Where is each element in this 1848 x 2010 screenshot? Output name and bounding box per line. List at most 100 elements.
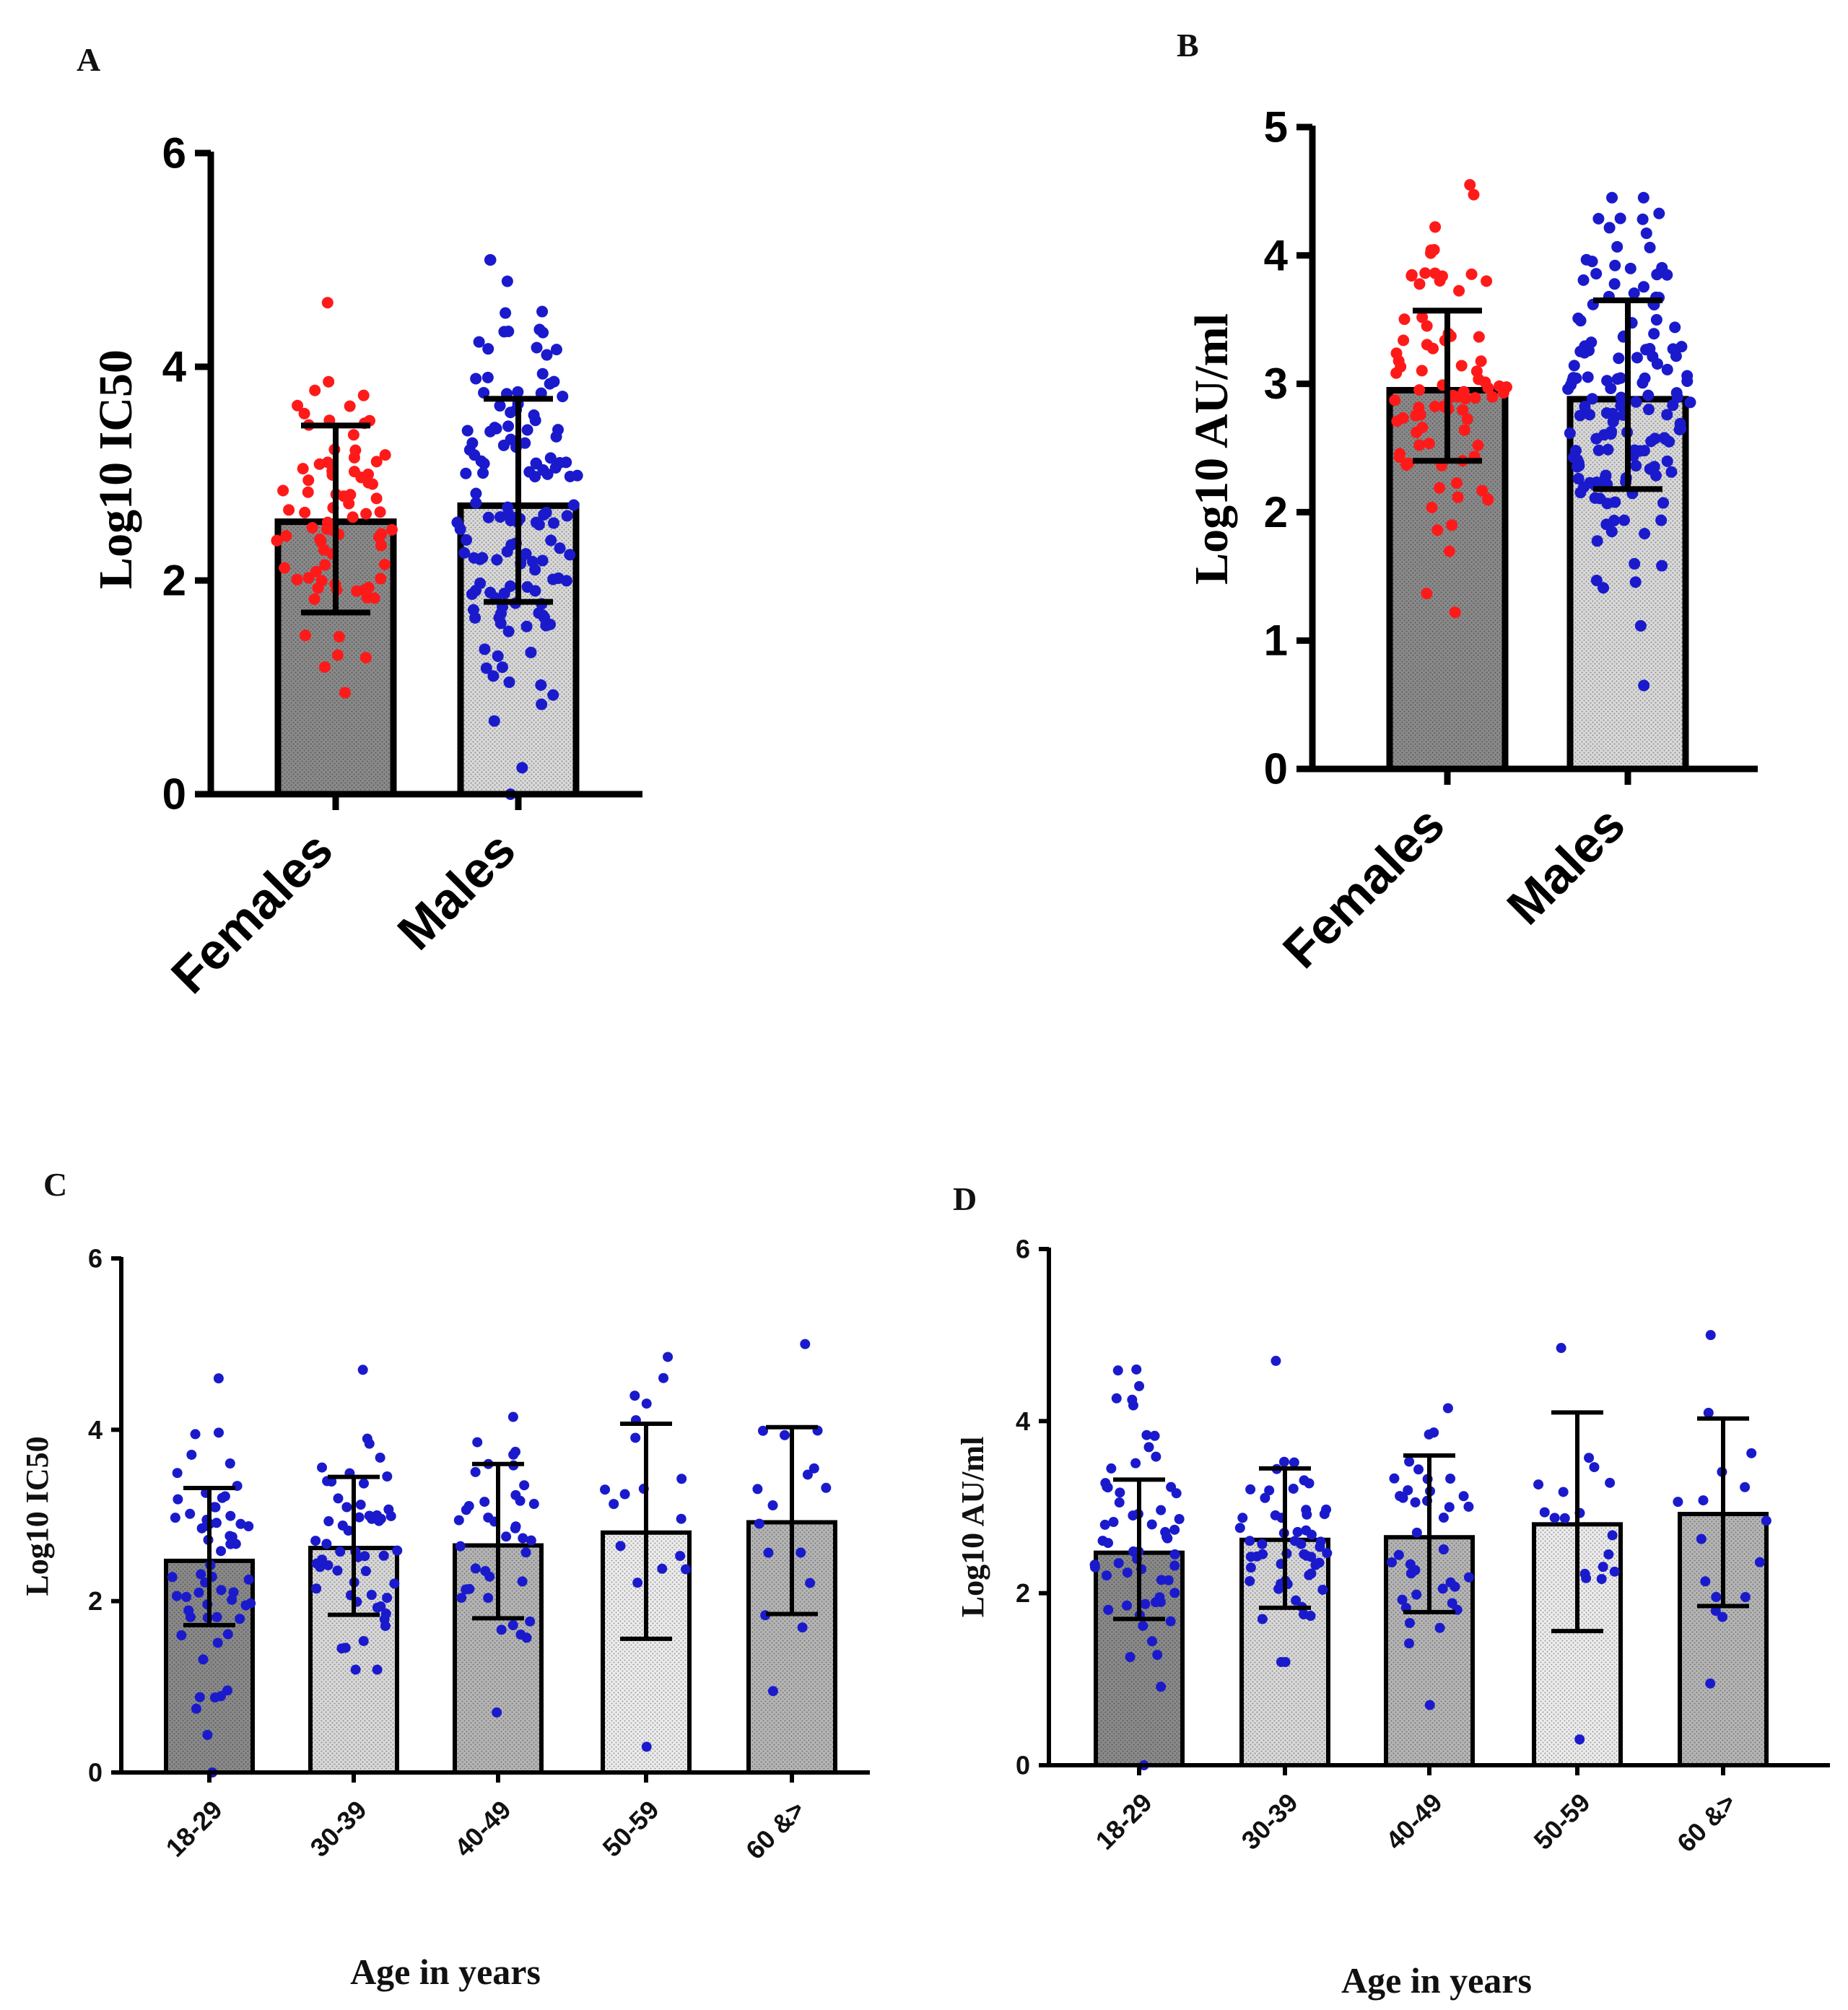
- data-point-d: [1146, 1636, 1157, 1647]
- data-point-d: [1156, 1681, 1167, 1692]
- data-point-b: [1670, 350, 1682, 362]
- data-point-a: [502, 625, 515, 638]
- data-point-a: [531, 341, 543, 354]
- data-point-b: [1634, 619, 1647, 632]
- y-tick-label-a-1: 2: [162, 557, 186, 605]
- data-point-d: [1754, 1557, 1765, 1567]
- data-point-c: [518, 1533, 528, 1544]
- data-point-a: [321, 297, 334, 309]
- data-point-a: [547, 689, 559, 701]
- data-point-a: [370, 492, 383, 505]
- data-point-c: [763, 1547, 774, 1558]
- data-point-c: [364, 1510, 375, 1521]
- data-point-d: [1149, 1430, 1160, 1441]
- x-category-label-c-4: 60 &>: [740, 1795, 811, 1866]
- data-point-a: [362, 581, 375, 593]
- data-point-c: [212, 1637, 223, 1648]
- data-point-c: [185, 1611, 196, 1622]
- data-point-a: [477, 467, 489, 479]
- data-point-a: [309, 384, 321, 396]
- data-point-a: [494, 400, 506, 412]
- data-point-a: [470, 373, 482, 385]
- data-point-b: [1461, 413, 1473, 425]
- data-point-c: [676, 1513, 687, 1524]
- data-point-a: [496, 661, 508, 674]
- data-point-b: [1590, 268, 1603, 280]
- data-point-b: [1421, 588, 1433, 600]
- data-point-b: [1500, 381, 1512, 393]
- y-tick-label-b-1: 1: [1264, 617, 1288, 665]
- x-category-label-d-0: 18-29: [1090, 1788, 1158, 1855]
- data-point-c: [219, 1491, 230, 1502]
- data-point-a: [503, 676, 515, 688]
- data-point-c: [382, 1593, 393, 1604]
- data-point-a: [521, 581, 533, 593]
- data-point-d: [1438, 1544, 1449, 1554]
- data-point-d: [1273, 1583, 1284, 1594]
- data-point-c: [510, 1489, 521, 1500]
- data-point-d: [1447, 1598, 1457, 1609]
- data-point-c: [615, 1541, 626, 1552]
- data-point-b: [1476, 484, 1489, 497]
- data-point-d: [1711, 1591, 1722, 1602]
- data-point-b: [1639, 372, 1651, 384]
- data-point-a: [564, 549, 576, 561]
- data-point-c: [496, 1624, 507, 1635]
- data-point-b: [1615, 391, 1627, 404]
- data-point-d: [1160, 1527, 1171, 1538]
- data-point-b: [1393, 451, 1405, 464]
- data-point-b: [1473, 331, 1485, 343]
- data-point-d: [1410, 1497, 1421, 1508]
- data-point-a: [547, 573, 559, 586]
- data-point-c: [354, 1512, 365, 1523]
- data-point-b: [1624, 262, 1636, 274]
- data-point-c: [525, 1616, 536, 1627]
- data-point-c: [191, 1703, 201, 1714]
- data-point-d: [1102, 1570, 1112, 1581]
- data-point-c: [366, 1589, 377, 1600]
- data-point-b: [1592, 444, 1605, 456]
- data-point-c: [464, 1583, 475, 1594]
- x-category-label-b-1: Males: [1496, 796, 1636, 935]
- data-point-b: [1684, 396, 1696, 409]
- data-point-d: [1141, 1430, 1152, 1440]
- data-point-c: [629, 1391, 640, 1401]
- data-point-d: [1321, 1504, 1332, 1515]
- data-point-c: [380, 1621, 391, 1632]
- data-point-a: [537, 609, 549, 622]
- data-point-d: [1539, 1507, 1550, 1518]
- panel-letter-d: D: [953, 1180, 977, 1217]
- data-point-d: [1108, 1517, 1119, 1528]
- panel-c: C Log10 IC50 Age in years 0 2 4 6 18-29 30-39…: [19, 1166, 870, 1992]
- data-point-d: [1237, 1513, 1248, 1523]
- data-point-c: [805, 1578, 816, 1588]
- data-point-a: [331, 649, 344, 661]
- data-point-a: [312, 582, 324, 594]
- data-point-c: [311, 1583, 322, 1594]
- data-point-c: [212, 1611, 222, 1622]
- data-point-a: [374, 506, 386, 518]
- data-point-a: [494, 617, 507, 630]
- data-point-b: [1655, 514, 1668, 526]
- data-point-b: [1618, 514, 1630, 526]
- data-point-d: [1169, 1524, 1180, 1535]
- data-point-d: [1306, 1552, 1317, 1562]
- data-point-d: [1169, 1560, 1180, 1571]
- data-point-a: [564, 470, 576, 482]
- data-point-b: [1642, 404, 1655, 416]
- data-point-d: [1424, 1429, 1434, 1440]
- data-point-d: [1305, 1610, 1316, 1621]
- data-point-d: [1403, 1485, 1413, 1496]
- data-point-d: [1404, 1638, 1415, 1649]
- data-point-c: [310, 1536, 321, 1546]
- data-point-a: [458, 547, 471, 559]
- data-point-a: [525, 646, 537, 658]
- data-point-d: [1411, 1589, 1422, 1600]
- data-point-b: [1665, 466, 1678, 478]
- data-point-d: [1605, 1477, 1616, 1488]
- data-point-b: [1443, 545, 1455, 557]
- data-point-a: [302, 486, 314, 498]
- data-point-d: [1322, 1548, 1333, 1559]
- data-point-a: [531, 458, 543, 470]
- data-point-a: [554, 542, 566, 554]
